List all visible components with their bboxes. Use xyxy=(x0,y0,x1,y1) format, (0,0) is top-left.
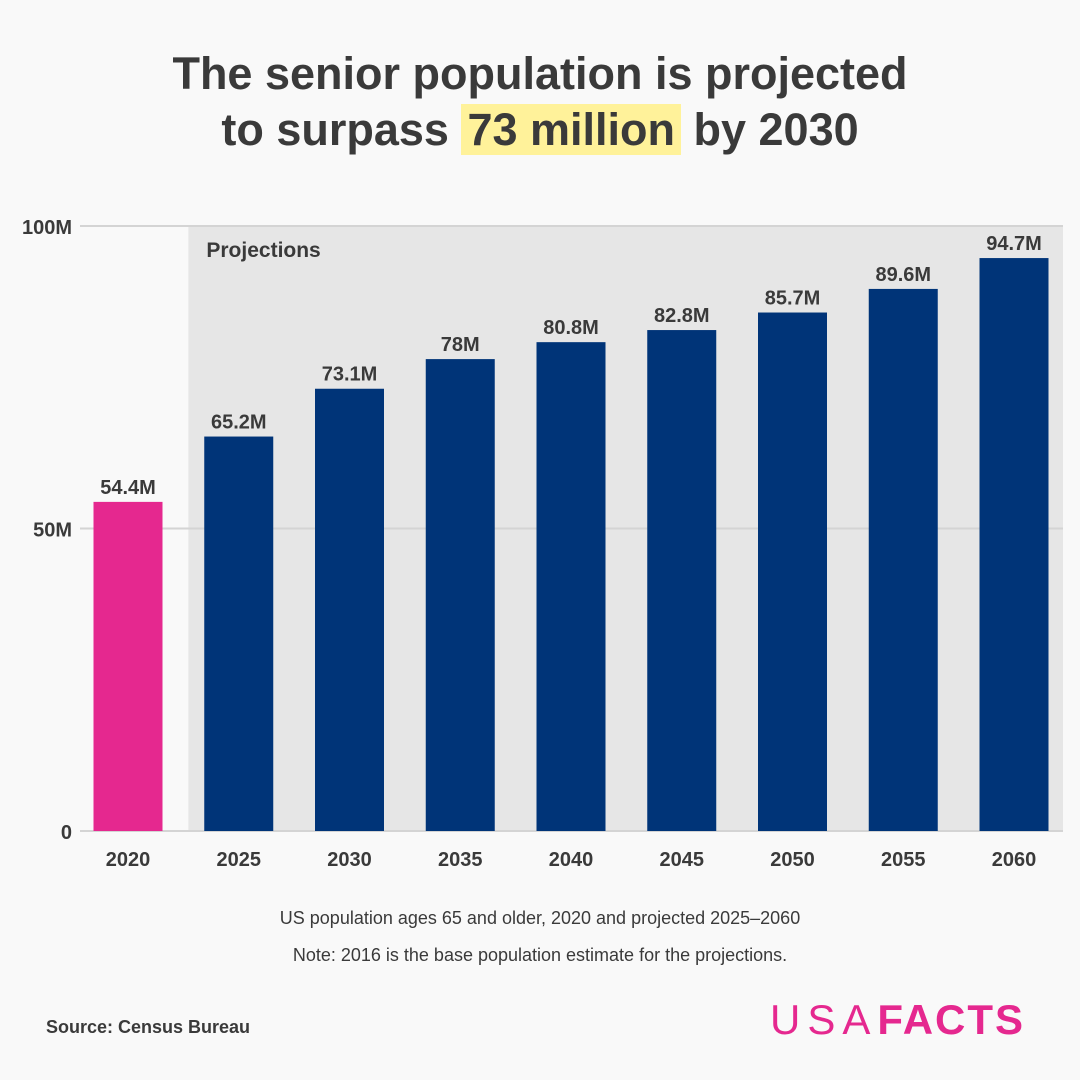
data-label: 65.2M xyxy=(211,412,267,434)
data-label: 80.8M xyxy=(543,317,599,339)
x-tick-label: 2060 xyxy=(992,849,1037,871)
logo-part-2: FACTS xyxy=(877,996,1026,1043)
bar-2020 xyxy=(93,501,163,831)
logo-part-1: USA xyxy=(770,996,878,1043)
source-text: Source: Census Bureau xyxy=(46,1017,251,1037)
title-text: to surpass xyxy=(221,104,449,155)
data-label: 82.8M xyxy=(654,305,710,327)
title-highlight: 73 million xyxy=(461,104,681,155)
x-tick-label: 2050 xyxy=(770,849,815,871)
data-label: 54.4M xyxy=(100,477,156,499)
data-label: 94.7M xyxy=(986,233,1042,255)
bar-2035 xyxy=(425,359,495,831)
x-tick-label: 2020 xyxy=(106,849,151,871)
y-tick-label: 100M xyxy=(22,217,72,239)
x-tick-label: 2035 xyxy=(438,849,483,871)
chart-caption: US population ages 65 and older, 2020 an… xyxy=(279,908,801,928)
title-line-1: The senior population is projected xyxy=(172,48,908,99)
title-line-2: to surpass 73 million by 2030 xyxy=(0,102,1080,158)
bar-2045 xyxy=(647,330,717,831)
y-tick-label: 0 xyxy=(61,822,72,844)
projection-label: Projections xyxy=(206,239,320,262)
usafacts-logo: USAFACTS xyxy=(770,996,1025,1044)
bar-2060 xyxy=(979,258,1049,831)
x-tick-label: 2055 xyxy=(881,849,926,871)
bar-2050 xyxy=(758,312,827,831)
x-tick-label: 2045 xyxy=(660,849,705,871)
bar-2040 xyxy=(536,342,606,831)
bar-2025 xyxy=(204,436,274,831)
data-label: 73.1M xyxy=(322,364,378,386)
x-tick-label: 2025 xyxy=(217,849,262,871)
x-tick-label: 2040 xyxy=(549,849,594,871)
bar-2030 xyxy=(315,388,384,831)
data-label: 78M xyxy=(441,334,480,356)
bar-chart: Projections 0 50M 100M 54.4M 2020 65.2M 2025 73.… xyxy=(22,217,1063,871)
chart-note: Note: 2016 is the base population estima… xyxy=(292,945,788,965)
chart-title: The senior population is projected to su… xyxy=(0,46,1080,158)
x-tick-label: 2030 xyxy=(327,849,372,871)
data-label: 85.7M xyxy=(765,288,821,310)
title-text: by 2030 xyxy=(693,104,859,155)
bar-2055 xyxy=(868,288,938,831)
y-tick-label: 50M xyxy=(33,520,72,542)
data-label: 89.6M xyxy=(875,264,931,286)
